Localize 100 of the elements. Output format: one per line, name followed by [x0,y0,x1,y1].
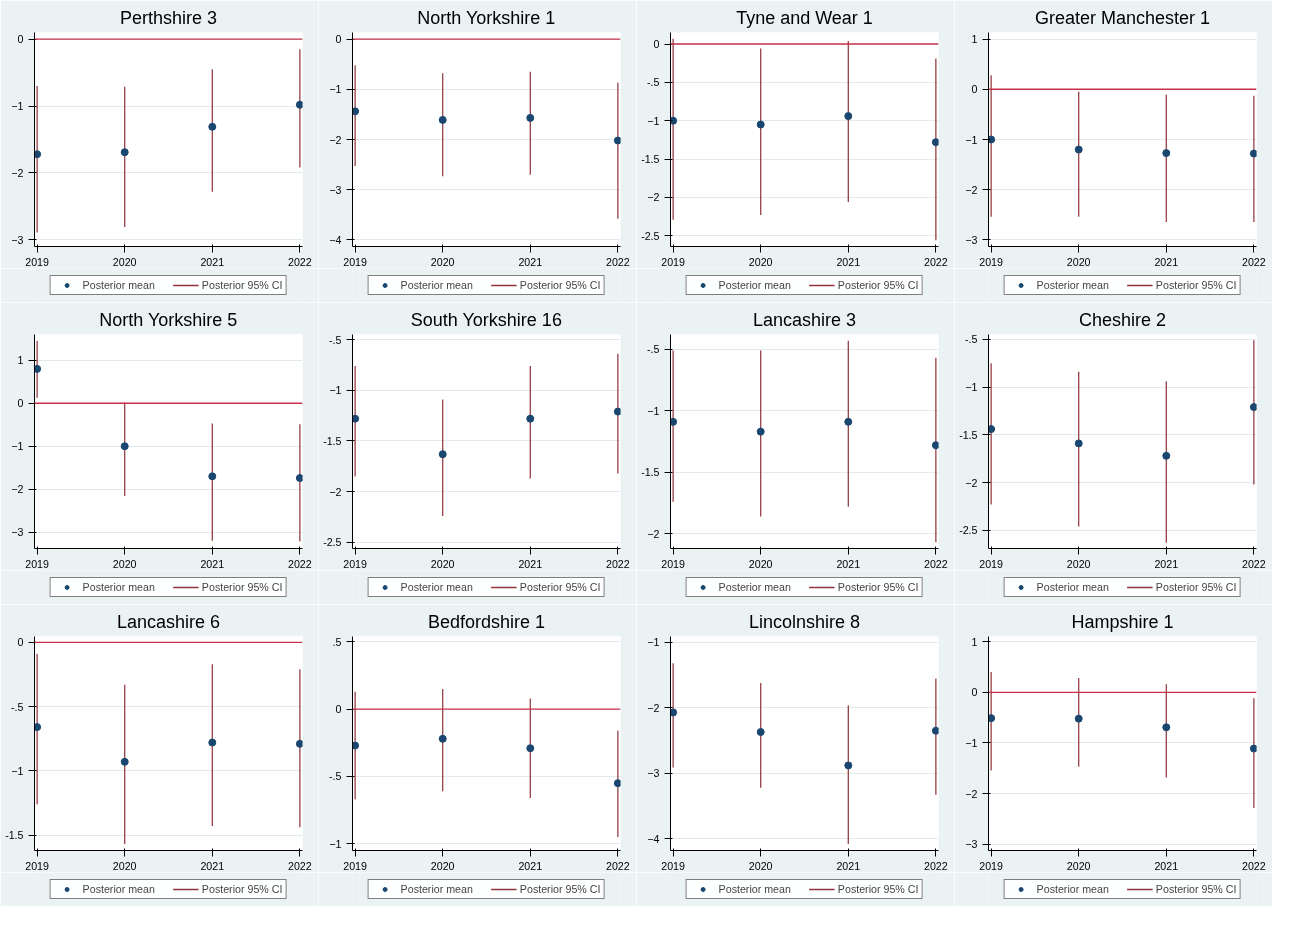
legend-label: Posterior mean [400,581,473,593]
y-tick-label: −3 [11,526,24,539]
legend-label: Posterior 95% CI [201,279,283,291]
x-tick-label: 2019 [343,859,368,872]
point [844,417,853,426]
y-tick-label: 0 [653,38,660,51]
y-tick-label: −2 [965,787,978,800]
y-tick-label: .5 [332,635,342,648]
y-tick-label: -.5 [11,700,24,713]
point [438,734,447,743]
y-tick-label: −4 [647,832,660,845]
x-tick-label: 2020 [430,859,455,872]
legend-label: Posterior 95% CI [837,279,919,291]
chart-title: North Yorkshire 5 [99,309,238,330]
point [988,714,996,723]
point [526,414,535,423]
x-tick-label: 2021 [836,859,861,872]
y-tick-label: −2 [647,701,660,714]
point [844,112,853,121]
point [295,100,303,109]
legend-label: Posterior mean [1036,883,1109,895]
y-tick-label: −4 [329,233,342,246]
y-tick-label: −2 [329,485,342,498]
point [756,427,765,436]
point [352,741,360,750]
x-tick-label: 2019 [661,557,686,570]
x-tick-label: 2019 [25,557,50,570]
y-tick-label: −3 [965,838,978,851]
chart-title: Lancashire 6 [116,611,221,632]
x-tick-label: 2020 [112,557,137,570]
chart-title: Cheshire 2 [1078,309,1167,330]
y-tick-label: −2 [329,133,342,146]
legend-label: Posterior 95% CI [1155,279,1237,291]
point [1074,714,1083,723]
y-tick-label: −1 [965,381,978,394]
chart-title: Greater Manchester 1 [1034,7,1211,28]
chart-title: Perthshire 3 [119,7,218,28]
x-tick-label: 2019 [661,255,686,268]
y-tick-label: -.5 [329,770,342,783]
x-tick-label: 2022 [606,255,630,268]
y-tick-label: -1.5 [5,829,24,842]
legend-label: Posterior mean [82,581,155,593]
x-tick-label: 2021 [518,255,543,268]
point [756,120,765,129]
point [295,739,303,748]
legend-label: Posterior 95% CI [519,279,601,291]
x-tick-label: 2019 [979,557,1004,570]
legend-label: Posterior 95% CI [519,883,601,895]
point [1074,439,1083,448]
x-tick-label: 2020 [748,255,773,268]
point [208,472,217,481]
point [120,148,129,157]
y-tick-label: −1 [965,133,978,146]
point [1162,451,1171,460]
x-tick-label: 2022 [924,859,948,872]
point [988,425,996,434]
point [208,738,217,747]
point [670,417,678,426]
x-tick-label: 2020 [430,255,455,268]
y-tick-label: -.5 [965,333,978,346]
x-tick-label: 2022 [606,557,630,570]
x-tick-label: 2022 [288,859,312,872]
y-tick-label: −3 [11,233,24,246]
point [526,113,535,122]
y-tick-label: −1 [329,837,342,850]
point [613,136,621,145]
y-tick-label: 0 [335,703,342,716]
legend-label: Posterior 95% CI [837,883,919,895]
chart-title: Lancashire 3 [752,309,857,330]
y-tick-label: −1 [965,736,978,749]
x-tick-label: 2019 [343,557,368,570]
y-tick-label: 0 [17,33,24,46]
point [756,728,765,737]
chart-title: Tyne and Wear 1 [736,7,873,28]
y-tick-label: 0 [971,686,978,699]
point [1162,723,1171,732]
y-tick-label: −1 [11,440,24,453]
x-tick-label: 2020 [748,557,773,570]
x-tick-label: 2019 [979,859,1004,872]
y-tick-label: -.5 [329,333,342,346]
x-tick-label: 2020 [112,859,137,872]
x-tick-label: 2020 [112,255,137,268]
point [931,726,939,735]
point [352,414,360,423]
x-tick-label: 2022 [1242,255,1266,268]
y-tick-label: −1 [329,83,342,96]
x-tick-label: 2021 [1154,557,1179,570]
point [1249,744,1257,753]
y-tick-label: −1 [329,384,342,397]
x-tick-label: 2021 [836,255,861,268]
y-tick-label: -1.5 [959,428,978,441]
x-tick-label: 2022 [288,255,312,268]
x-tick-label: 2019 [661,859,686,872]
chart-title: Hampshire 1 [1071,611,1174,632]
x-tick-label: 2021 [836,557,861,570]
legend-label: Posterior mean [400,883,473,895]
y-tick-label: 0 [17,397,24,410]
y-tick-label: −1 [11,764,24,777]
y-tick-label: −3 [329,183,342,196]
point [1249,403,1257,412]
